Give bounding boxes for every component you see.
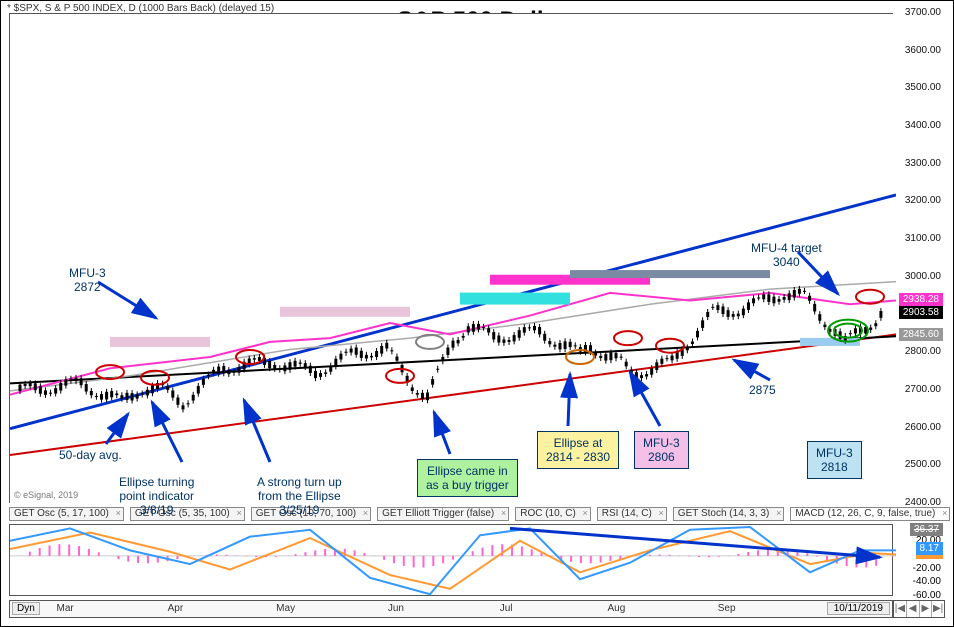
y-tick: 3600.00 <box>905 45 941 56</box>
annotation-mfu4-target: MFU-4 target3040 <box>751 241 822 269</box>
osc-tick: -20.00 <box>913 563 941 574</box>
price-tag: 2845.60 <box>899 328 943 341</box>
chart-window: * $SPX, S & P 500 INDEX, D (1000 Bars Ba… <box>0 0 954 627</box>
close-icon[interactable]: × <box>583 508 588 518</box>
y-tick: 3400.00 <box>905 120 941 131</box>
price-tag: 2903.58 <box>899 306 943 319</box>
nav-last-icon[interactable]: ▶| <box>931 601 944 617</box>
copyright: © eSignal, 2019 <box>14 490 78 500</box>
time-x-axis: Dyn MarAprMayJunJulAugSepOct10/11/2019 <box>9 600 893 618</box>
y-tick: 3200.00 <box>905 195 941 206</box>
month-label: Jun <box>341 601 451 617</box>
annotation-mfu3-2818: MFU-32818 <box>807 441 862 479</box>
y-tick: 3700.00 <box>905 7 941 18</box>
close-icon[interactable]: × <box>501 508 506 518</box>
close-icon[interactable]: × <box>942 508 947 518</box>
close-icon[interactable]: × <box>776 508 781 518</box>
nav-next-icon[interactable]: ▶ <box>919 601 932 617</box>
nav-prev-icon[interactable]: ◀ <box>906 601 919 617</box>
annotation-mfu3-2872: MFU-32872 <box>69 266 106 294</box>
month-label: Aug <box>561 601 671 617</box>
oscillator-svg <box>10 525 896 597</box>
price-tag: 2938.28 <box>899 293 943 306</box>
price-y-axis: 2400.002500.002600.002700.002800.002900.… <box>893 13 945 503</box>
annotation-2875: 2875 <box>749 383 776 397</box>
indicator-tab[interactable]: RSI (14, C)× <box>597 507 667 521</box>
annotation-ellipse-at: Ellipse at2814 - 2830 <box>537 431 619 469</box>
month-label: Sep <box>672 601 782 617</box>
annotation-strong-turn: A strong turn upfrom the Ellipse3/25/19 <box>257 475 342 517</box>
indicator-tab[interactable]: GET Elliott Trigger (false)× <box>377 507 509 521</box>
y-tick: 2600.00 <box>905 422 941 433</box>
dyn-badge[interactable]: Dyn <box>12 602 40 615</box>
oscillator-panel[interactable] <box>9 524 893 596</box>
nav-arrows[interactable]: |◀ ◀ ▶ ▶| <box>893 600 945 618</box>
indicator-tab[interactable]: GET Osc (5, 17, 100)× <box>9 507 124 521</box>
month-label: Jul <box>451 601 561 617</box>
y-tick: 3300.00 <box>905 158 941 169</box>
indicator-tab[interactable]: ROC (10, C)× <box>515 507 591 521</box>
y-tick: 3000.00 <box>905 271 941 282</box>
annotation-buy-trigger: Ellipse came inas a buy trigger <box>417 459 518 497</box>
osc-tick: -40.00 <box>913 576 941 587</box>
indicator-tab[interactable]: MACD (12, 26, C, 9, false, true)× <box>790 507 950 521</box>
osc-value-tag: 36.37 <box>910 523 943 536</box>
close-icon[interactable]: × <box>363 508 368 518</box>
annotation-fifty-day: 50-day avg. <box>59 448 122 462</box>
close-icon[interactable]: × <box>236 508 241 518</box>
annotation-mfu3-2806: MFU-32806 <box>634 431 689 469</box>
osc-value-tag: 8.17 <box>916 542 943 555</box>
date-picker-button[interactable]: 10/11/2019 <box>827 602 890 615</box>
nav-first-icon[interactable]: |◀ <box>894 601 906 617</box>
y-tick: 2700.00 <box>905 384 941 395</box>
month-label: May <box>231 601 341 617</box>
y-tick: 2800.00 <box>905 346 941 357</box>
y-tick: 2500.00 <box>905 459 941 470</box>
close-icon[interactable]: × <box>659 508 664 518</box>
annotation-turning: Ellipse turningpoint indicator3/8/19 <box>119 475 194 517</box>
indicator-tab[interactable]: GET Stoch (14, 3, 3)× <box>673 507 785 521</box>
y-tick: 3500.00 <box>905 82 941 93</box>
month-label: Apr <box>120 601 230 617</box>
oscillator-y-axis: -60.00-40.00-20.000.0020.0036.372.038.17 <box>893 524 945 596</box>
y-tick: 3100.00 <box>905 233 941 244</box>
